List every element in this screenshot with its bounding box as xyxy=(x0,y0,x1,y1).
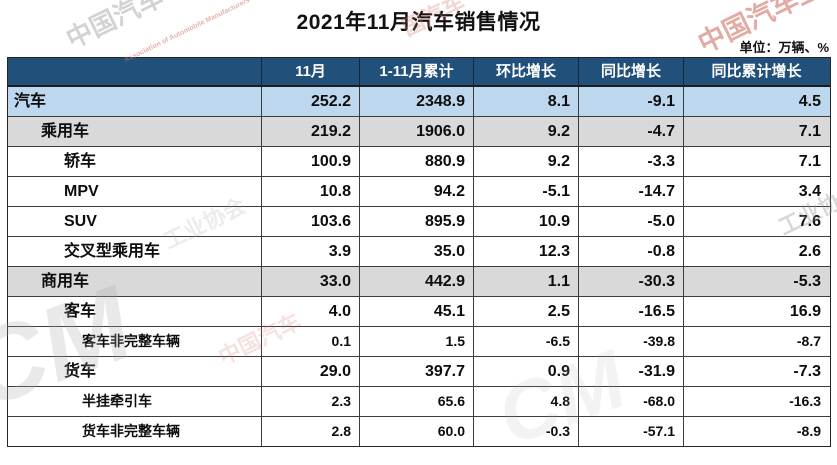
cell-value: 3.4 xyxy=(798,183,821,200)
row-label: SUV xyxy=(8,207,262,236)
cell-value: 65.6 xyxy=(360,387,474,416)
page-title: 2021年11月汽车销售情况 xyxy=(296,11,541,34)
row-label: 货车 xyxy=(8,357,262,386)
cell-value: 4.5 xyxy=(798,93,821,110)
cell-value: -6.5 xyxy=(474,327,579,356)
cell-value: -9.1 xyxy=(579,87,684,116)
unit-label: 单位：万辆、% xyxy=(739,40,829,55)
cell-value: 895.9 xyxy=(360,207,474,236)
cell-value: -30.3 xyxy=(579,267,684,296)
row-label: 客车非完整车辆 xyxy=(8,327,262,356)
column-header-1: 11月 xyxy=(262,58,360,85)
cell-value: 219.2 xyxy=(262,117,360,146)
cell-value: -16.3 xyxy=(789,393,821,409)
cell-value: 252.2 xyxy=(262,87,360,116)
column-header-4: 同比增长 xyxy=(579,58,684,85)
cell-value: 100.9 xyxy=(262,147,360,176)
row-label: 客车 xyxy=(8,297,262,326)
cell-value: 33.0 xyxy=(262,267,360,296)
table-row: 货车 29.0 397.7 0.9 -31.9 -7.3 xyxy=(8,357,830,387)
cell-value: 4.0 xyxy=(262,297,360,326)
cell-value: 9.2 xyxy=(474,117,579,146)
cell-value: 2.8 xyxy=(262,417,360,446)
cell-value: 7.6 xyxy=(798,213,821,230)
cell-value: 7.1 xyxy=(798,123,821,140)
table-row: 商用车 33.0 442.9 1.1 -30.3 -5.3 xyxy=(8,267,830,297)
table-row: 半挂牵引车 2.3 65.6 4.8 -68.0 -16.3 xyxy=(8,387,830,417)
cell-value: 4.8 xyxy=(474,387,579,416)
table-row: 货车非完整车辆 2.8 60.0 -0.3 -57.1 -8.9 xyxy=(8,417,830,446)
cell-value: 0.1 xyxy=(262,327,360,356)
cell-value: -68.0 xyxy=(579,387,684,416)
table-body: 汽车 252.2 2348.9 8.1 -9.1 4.5 乘用车 219.2 1906.0 9.2… xyxy=(8,87,830,446)
column-header-3: 环比增长 xyxy=(474,58,579,85)
cell-value: -14.7 xyxy=(579,177,684,206)
cell-value: 16.9 xyxy=(789,303,821,320)
cell-value: 397.7 xyxy=(360,357,474,386)
cell-value: -39.8 xyxy=(579,327,684,356)
cell-value: 10.9 xyxy=(474,207,579,236)
cell-value: 2.6 xyxy=(798,243,821,260)
table-row: 汽车 252.2 2348.9 8.1 -9.1 4.5 xyxy=(8,87,830,117)
cell-value: 29.0 xyxy=(262,357,360,386)
table-row: 乘用车 219.2 1906.0 9.2 -4.7 7.1 xyxy=(8,117,830,147)
cell-value: 2.3 xyxy=(262,387,360,416)
cell-value: 9.2 xyxy=(474,147,579,176)
table-header-row: 11月 1-11月累计 环比增长 同比增长 同比累计增长 xyxy=(8,58,830,87)
row-label: 商用车 xyxy=(8,267,262,296)
table-row: SUV 103.6 895.9 10.9 -5.0 7.6 xyxy=(8,207,830,237)
cell-value: -3.3 xyxy=(579,147,684,176)
cell-value: 103.6 xyxy=(262,207,360,236)
column-header-2: 1-11月累计 xyxy=(360,58,474,85)
cell-value: 1906.0 xyxy=(360,117,474,146)
cell-value: 45.1 xyxy=(360,297,474,326)
row-label: 货车非完整车辆 xyxy=(8,417,262,446)
row-label: 乘用车 xyxy=(8,117,262,146)
cell-value: 10.8 xyxy=(262,177,360,206)
sales-table: 11月 1-11月累计 环比增长 同比增长 同比累计增长 汽车 252.2 2348.9 8.… xyxy=(7,57,831,447)
cell-value: 1.5 xyxy=(360,327,474,356)
cell-value: 3.9 xyxy=(262,237,360,266)
cell-value: -4.7 xyxy=(579,117,684,146)
cell-value: 2.5 xyxy=(474,297,579,326)
table-row: MPV 10.8 94.2 -5.1 -14.7 3.4 xyxy=(8,177,830,207)
cell-value: 8.1 xyxy=(474,87,579,116)
cell-value: -5.0 xyxy=(579,207,684,236)
cell-value: 442.9 xyxy=(360,267,474,296)
column-header-5: 同比累计增长 xyxy=(711,63,802,80)
cell-value: 35.0 xyxy=(360,237,474,266)
cell-value: -31.9 xyxy=(579,357,684,386)
cell-value: -7.3 xyxy=(793,363,821,380)
cell-value: 2348.9 xyxy=(360,87,474,116)
cell-value: 1.1 xyxy=(474,267,579,296)
cell-value: 7.1 xyxy=(798,153,821,170)
cell-value: 94.2 xyxy=(360,177,474,206)
table-row: 轿车 100.9 880.9 9.2 -3.3 7.1 xyxy=(8,147,830,177)
cell-value: 60.0 xyxy=(360,417,474,446)
row-label: 汽车 xyxy=(8,87,262,116)
row-label: 轿车 xyxy=(8,147,262,176)
cell-value: 880.9 xyxy=(360,147,474,176)
cell-value: -8.7 xyxy=(796,333,821,349)
cell-value: -5.3 xyxy=(793,273,821,290)
row-label: 交叉型乘用车 xyxy=(8,237,262,266)
cell-value: -16.5 xyxy=(579,297,684,326)
cell-value: -57.1 xyxy=(579,417,684,446)
cell-value: -0.8 xyxy=(579,237,684,266)
table-row: 客车 4.0 45.1 2.5 -16.5 16.9 xyxy=(8,297,830,327)
cell-value: -8.9 xyxy=(796,423,821,439)
cell-value: 12.3 xyxy=(474,237,579,266)
cell-value: 0.9 xyxy=(474,357,579,386)
row-label: 半挂牵引车 xyxy=(8,387,262,416)
table-row: 客车非完整车辆 0.1 1.5 -6.5 -39.8 -8.7 xyxy=(8,327,830,357)
row-label: MPV xyxy=(8,177,262,206)
column-header-0 xyxy=(8,58,262,85)
table-row: 交叉型乘用车 3.9 35.0 12.3 -0.8 2.6 xyxy=(8,237,830,267)
cell-value: -5.1 xyxy=(474,177,579,206)
cell-value: -0.3 xyxy=(474,417,579,446)
